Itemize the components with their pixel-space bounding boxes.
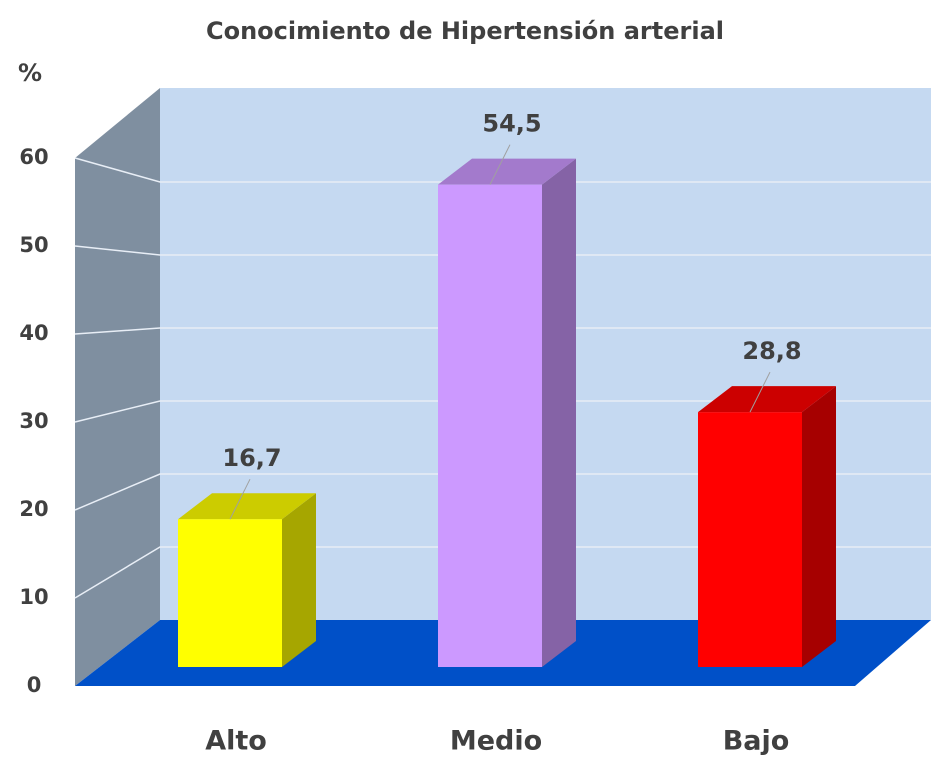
y-tick-label: 0	[27, 673, 42, 697]
leader-line	[229, 478, 251, 520]
value-label: 16,7	[222, 444, 281, 472]
side-wall	[75, 88, 160, 686]
bar-side	[282, 493, 316, 667]
grid-line	[74, 327, 931, 335]
x-tick-label: Alto	[205, 726, 267, 757]
y-tick-label: 30	[19, 409, 48, 433]
value-label: 28,8	[742, 337, 801, 365]
bar	[178, 519, 282, 667]
y-tick-label: 10	[19, 585, 48, 609]
grid-line	[74, 245, 931, 256]
grid-line	[74, 473, 931, 511]
bar	[438, 184, 542, 668]
bar-side	[542, 158, 576, 668]
y-tick-label: 40	[19, 321, 48, 345]
grid-line	[74, 157, 931, 183]
y-tick-label: 20	[19, 497, 48, 521]
y-tick-label: 50	[19, 233, 48, 257]
bar-top	[438, 158, 576, 185]
bar	[698, 412, 802, 667]
bar-side	[802, 386, 836, 667]
bar-top	[698, 386, 836, 413]
bar-top	[178, 493, 316, 520]
leader-line	[749, 371, 771, 413]
y-axis-label: %	[18, 59, 42, 87]
grid-line	[74, 400, 931, 423]
chart-title: Conocimiento de Hipertensión arterial	[206, 17, 724, 45]
x-tick-label: Bajo	[723, 726, 790, 757]
grid-line	[74, 546, 931, 599]
x-tick-label: Medio	[450, 726, 542, 757]
y-tick-label: 60	[19, 145, 48, 169]
leader-line	[489, 144, 511, 185]
value-label: 54,5	[482, 110, 541, 138]
